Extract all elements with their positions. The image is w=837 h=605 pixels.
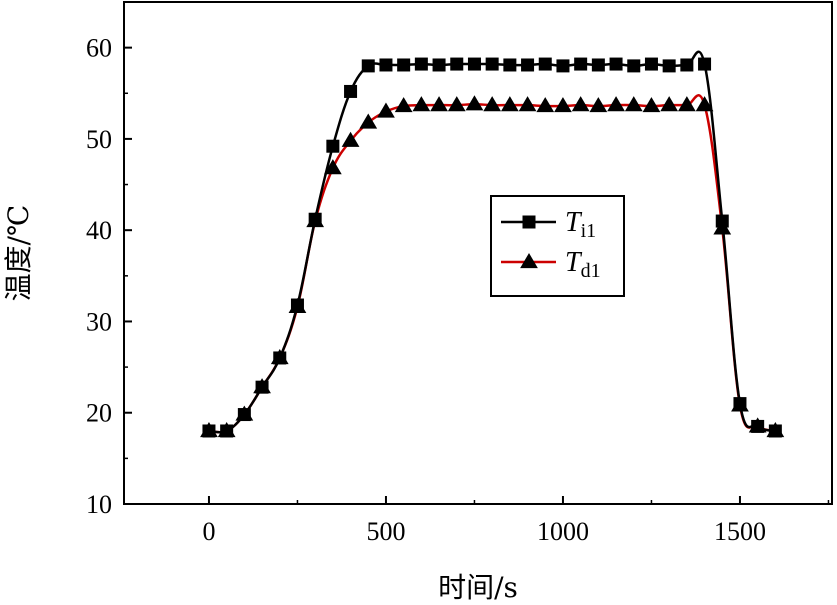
y-axis-title: 温度/℃ (2, 205, 35, 302)
data-point-T_i1 (574, 57, 588, 71)
data-point-T_i1 (662, 59, 676, 73)
series-layer (200, 50, 785, 438)
data-point-T_d1 (270, 348, 289, 365)
data-point-T_d1 (500, 96, 519, 112)
series-line-T_i1 (208, 50, 776, 434)
data-point-T_d1 (695, 96, 714, 112)
data-point-T_d1 (288, 297, 307, 313)
data-point-T_i1 (644, 57, 658, 71)
data-point-T_d1 (624, 96, 643, 112)
data-point-T_d1 (660, 96, 679, 112)
legend-item-T_d1: Td1 (501, 247, 601, 282)
data-point-T_i1 (609, 57, 623, 71)
x-tick-label: 0 (202, 517, 215, 546)
data-point-T_i1 (361, 59, 375, 73)
data-point-T_d1 (430, 96, 448, 112)
data-point-T_i1 (591, 58, 605, 72)
data-point-T_i1 (326, 139, 340, 153)
data-point-T_d1 (359, 113, 378, 129)
y-tick-label: 10 (86, 490, 112, 519)
data-point-T_d1 (200, 421, 218, 438)
legend-box (490, 195, 625, 297)
data-point-T_d1 (412, 96, 431, 112)
data-point-T_i1 (397, 58, 411, 72)
data-point-T_i1 (467, 57, 481, 71)
y-tick-label: 20 (86, 399, 112, 428)
data-point-T_d1 (341, 131, 360, 147)
data-point-T_d1 (253, 378, 271, 394)
legend-label: Td1 (565, 247, 601, 282)
data-point-T_i1 (698, 57, 712, 71)
data-point-T_d1 (447, 96, 466, 112)
data-point-T_d1 (536, 97, 555, 113)
data-point-T_i1 (344, 84, 358, 98)
data-point-T_d1 (394, 97, 413, 113)
data-point-T_d1 (377, 102, 395, 118)
data-point-T_i1 (450, 57, 464, 71)
data-point-T_i1 (503, 58, 517, 72)
y-tick-label: 60 (86, 34, 112, 63)
data-point-T_i1 (556, 59, 570, 73)
x-axis-title: 时间/s (438, 571, 518, 604)
data-point-T_i1 (414, 57, 428, 71)
legend-marker (520, 253, 538, 269)
y-axis: 10 20 30 40 50 60 (86, 34, 132, 519)
data-point-T_d1 (589, 97, 608, 113)
data-point-T_d1 (483, 96, 502, 112)
legend-marker (522, 215, 536, 229)
data-point-T_d1 (217, 421, 236, 438)
data-point-T_d1 (323, 159, 342, 175)
y-tick-label: 50 (86, 125, 112, 154)
legend-item-T_i1: Ti1 (501, 207, 596, 242)
data-point-T_d1 (731, 396, 749, 412)
data-point-T_i1 (432, 58, 446, 72)
data-point-T_i1 (538, 57, 552, 71)
y-tick-label: 40 (86, 216, 112, 245)
data-point-T_d1 (607, 96, 625, 112)
data-point-T_d1 (465, 95, 484, 111)
data-point-T_d1 (235, 405, 254, 421)
y-tick-label: 30 (86, 307, 112, 336)
data-point-T_d1 (518, 96, 537, 112)
data-point-T_d1 (748, 417, 767, 433)
data-point-T_d1 (766, 421, 785, 438)
data-point-T_i1 (627, 59, 641, 73)
data-point-T_d1 (642, 97, 661, 113)
data-point-T_d1 (713, 219, 732, 235)
data-point-T_d1 (571, 96, 590, 112)
data-point-T_d1 (677, 96, 696, 112)
x-tick-label: 1000 (537, 517, 589, 546)
legend-label: Ti1 (565, 207, 596, 242)
x-axis: 0 500 1000 1500 (202, 496, 830, 546)
plot-frame (123, 1, 833, 505)
data-point-T_d1 (554, 97, 572, 113)
data-point-T_i1 (521, 58, 535, 72)
data-point-T_i1 (379, 58, 393, 72)
data-point-T_d1 (306, 212, 325, 228)
x-tick-label: 1500 (714, 517, 766, 546)
x-tick-label: 500 (366, 517, 405, 546)
data-point-T_i1 (680, 58, 694, 72)
plot-area-border (123, 1, 833, 505)
data-point-T_i1 (485, 57, 499, 71)
